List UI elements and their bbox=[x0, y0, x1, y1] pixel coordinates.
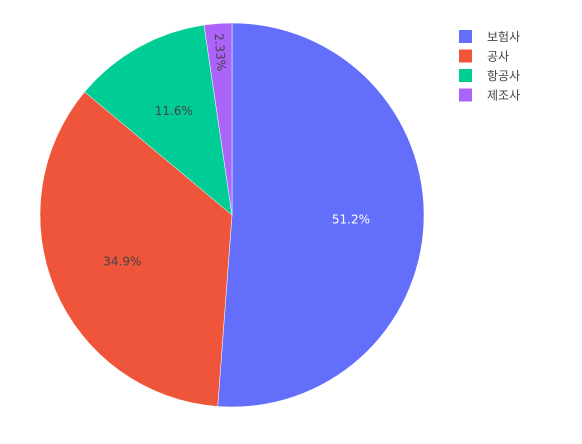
pie-slice-3[interactable] bbox=[84, 24, 233, 216]
legend-item-3[interactable]: 항공사 bbox=[459, 69, 520, 83]
slice-label-2: 34.9% bbox=[103, 254, 141, 268]
legend-swatch bbox=[459, 88, 472, 102]
legend-label: 항공사 bbox=[487, 69, 520, 83]
pie-slice-1[interactable] bbox=[217, 22, 425, 408]
pie-slice-4[interactable] bbox=[203, 22, 233, 216]
legend-label: 공사 bbox=[487, 50, 509, 64]
pie-slices bbox=[39, 22, 425, 408]
legend-swatch bbox=[459, 49, 472, 63]
legend-label: 보험사 bbox=[487, 30, 520, 44]
slice-label-4: 2.33% bbox=[212, 33, 229, 72]
slice-label-1: 51.2% bbox=[332, 212, 370, 226]
legend-item-4[interactable]: 제조사 bbox=[459, 88, 520, 103]
legend-label: 제조사 bbox=[487, 89, 520, 103]
pie-slice-2[interactable] bbox=[39, 91, 233, 407]
slice-label-3: 11.6% bbox=[155, 104, 193, 118]
pie-slice-labels: 51.2% 34.9% 11.6% 2.33% bbox=[103, 33, 370, 269]
legend-swatch bbox=[459, 30, 472, 43]
legend-item-1[interactable]: 보험사 bbox=[459, 30, 520, 44]
legend-swatch bbox=[459, 69, 472, 82]
legend-item-2[interactable]: 공사 bbox=[459, 49, 509, 64]
